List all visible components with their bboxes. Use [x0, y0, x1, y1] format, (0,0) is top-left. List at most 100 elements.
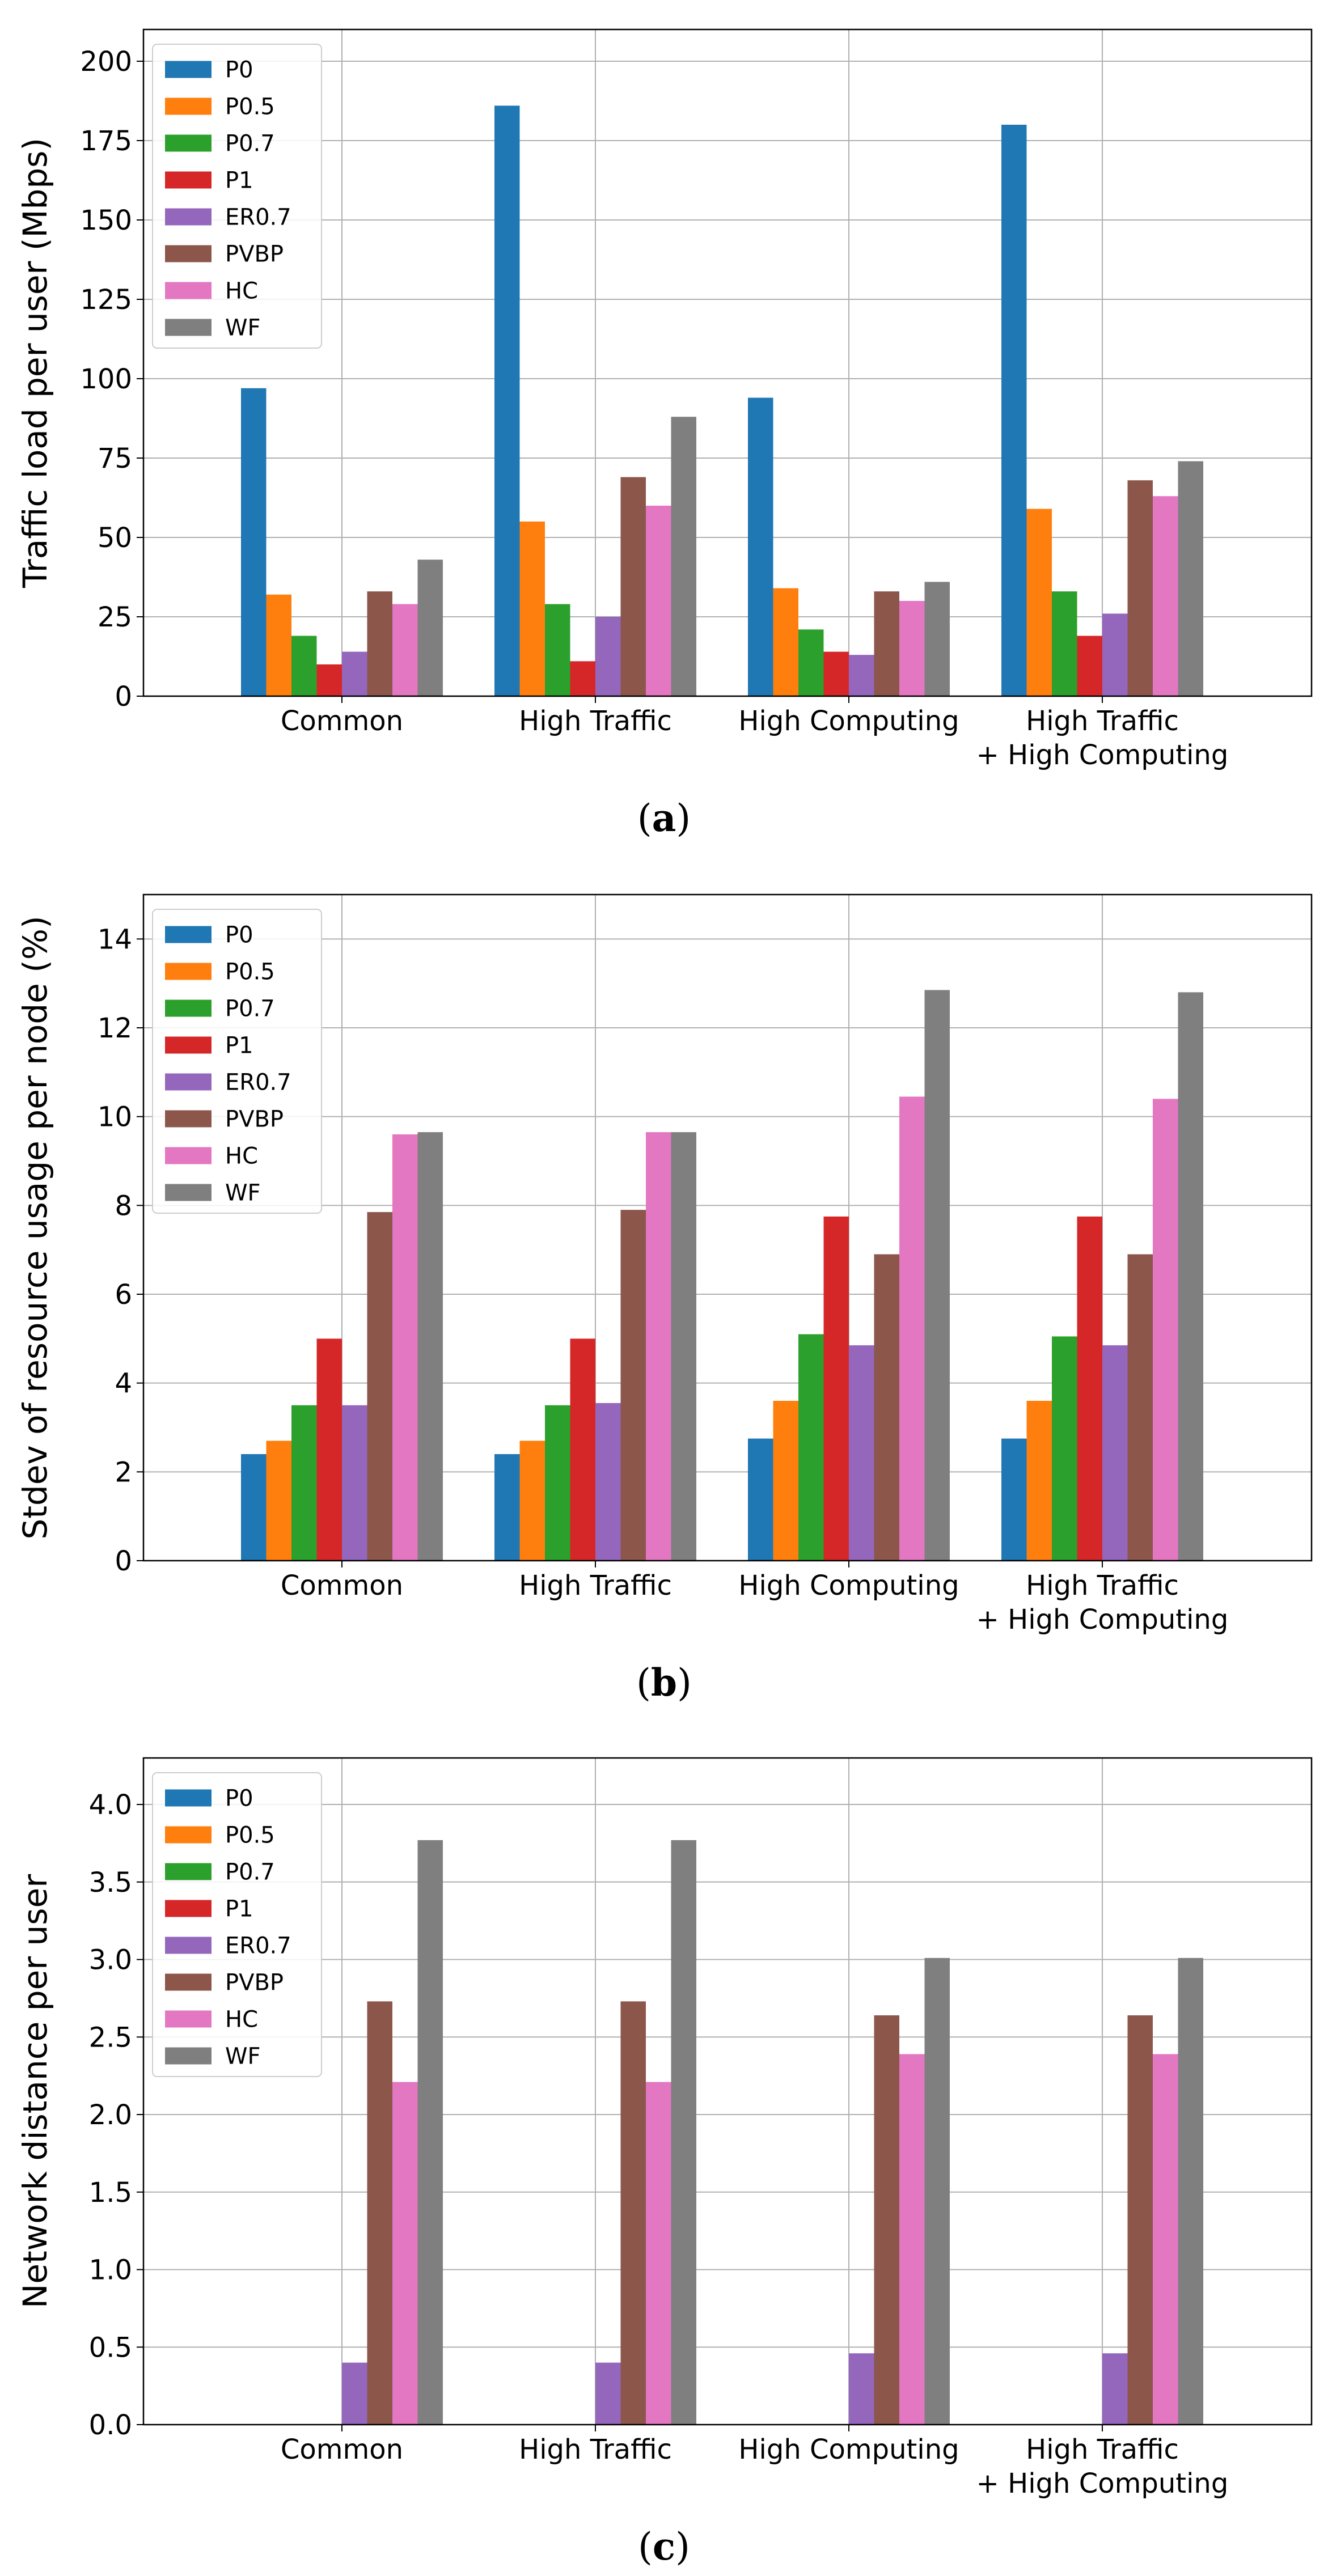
- bar-p05-1: [519, 1440, 545, 1561]
- y-tick-label: 2.5: [89, 2022, 132, 2053]
- bar-p1-0: [316, 1338, 342, 1561]
- bar-pvbp-2: [874, 1254, 899, 1561]
- bar-wf-0: [417, 1840, 443, 2425]
- legend-label: P0: [225, 1786, 253, 1812]
- bar-wf-1: [671, 417, 696, 696]
- bar-wf-0: [417, 1132, 443, 1561]
- legend-swatch: [165, 171, 212, 189]
- legend-label: P0.7: [225, 131, 275, 157]
- legend-label: P0: [225, 57, 253, 83]
- bar-hc-1: [646, 506, 671, 696]
- bar-hc-3: [1153, 496, 1178, 696]
- y-tick-label: 8: [115, 1190, 132, 1222]
- legend-label: P0.5: [225, 1823, 275, 1849]
- legend-label: HC: [225, 1143, 258, 1170]
- legend-swatch: [165, 1826, 212, 1844]
- bar-p0-1: [494, 1454, 520, 1561]
- bar-wf-2: [924, 990, 950, 1561]
- y-tick-label: 4: [115, 1368, 132, 1400]
- bar-er07-0: [342, 651, 367, 696]
- x-category-label: High Traffic: [1026, 2434, 1179, 2465]
- bar-hc-2: [899, 601, 925, 696]
- bar-hc-3: [1153, 1099, 1178, 1561]
- bar-er07-2: [849, 1345, 874, 1561]
- legend-swatch: [165, 1863, 212, 1880]
- bar-p0-2: [748, 397, 773, 696]
- legend-swatch: [165, 319, 212, 336]
- bar-p07-3: [1052, 1336, 1077, 1561]
- legend-label: WF: [225, 315, 261, 341]
- bar-wf-1: [671, 1132, 696, 1561]
- y-tick-label: 0: [115, 1545, 132, 1577]
- bar-p0-3: [1001, 1438, 1027, 1561]
- legend-swatch: [165, 1937, 212, 1954]
- legend-label: P1: [225, 1033, 253, 1059]
- x-category-label: High Traffic: [1026, 705, 1179, 737]
- bar-er07-2: [849, 2353, 874, 2425]
- legend-label: P1: [225, 168, 253, 194]
- y-tick-label: 0.5: [89, 2332, 132, 2363]
- y-axis-label: Network distance per user: [16, 1874, 54, 2308]
- bar-er07-0: [342, 2362, 367, 2425]
- x-category-label: + High Computing: [976, 1604, 1229, 1636]
- bar-pvbp-1: [620, 477, 646, 696]
- bar-wf-2: [924, 582, 950, 696]
- bar-p05-2: [773, 1401, 798, 1561]
- bar-p05-0: [266, 1440, 291, 1561]
- bar-p05-1: [519, 522, 545, 696]
- bar-p07-2: [798, 1334, 824, 1561]
- legend-label: PVBP: [225, 242, 284, 268]
- bar-p07-0: [291, 635, 317, 696]
- bar-wf-3: [1178, 461, 1203, 696]
- legend-label: P0: [225, 922, 253, 948]
- bar-p1-3: [1077, 1216, 1102, 1561]
- x-category-label: High Computing: [738, 2434, 959, 2465]
- legend-swatch: [165, 98, 212, 115]
- panel-a: 0 25 50 75 100 125 150 175 200 Common High Traffic…: [16, 28, 1313, 840]
- legend-swatch: [165, 2047, 212, 2065]
- legend-box: [152, 1772, 322, 2077]
- bar-p05-2: [773, 588, 798, 696]
- bar-er07-1: [595, 1403, 621, 1561]
- bar-hc-2: [899, 1096, 925, 1561]
- bar-er07-0: [342, 1405, 367, 1561]
- plot-frame: [142, 1757, 1313, 2426]
- legend-label: ER0.7: [225, 1070, 291, 1096]
- x-category-label: High Traffic: [519, 1570, 672, 1601]
- legend-swatch: [165, 134, 212, 152]
- bar-pvbp-3: [1127, 2015, 1153, 2425]
- y-tick-label: 175: [80, 125, 132, 157]
- bar-p1-1: [570, 661, 595, 696]
- legend-swatch: [165, 1789, 212, 1807]
- legend-label: P0.7: [225, 1859, 275, 1886]
- bar-p0-0: [241, 388, 267, 696]
- y-tick-label: 25: [98, 601, 132, 633]
- legend-swatch: [165, 999, 212, 1017]
- legend-label: WF: [225, 2044, 261, 2070]
- legend-label: P0.7: [225, 996, 275, 1022]
- bar-p05-3: [1026, 1401, 1052, 1561]
- y-tick-label: 75: [98, 443, 132, 474]
- y-tick-label: 1.5: [89, 2177, 132, 2209]
- legend-label: ER0.7: [225, 1933, 291, 1959]
- bar-hc-0: [392, 604, 418, 696]
- bar-hc-3: [1153, 2054, 1178, 2425]
- legend-swatch: [165, 208, 212, 226]
- legend-label: P0.5: [225, 959, 275, 985]
- y-tick-label: 200: [80, 46, 132, 78]
- panel-caption-letter: a: [652, 796, 676, 840]
- bar-pvbp-3: [1127, 480, 1153, 696]
- y-axis-label: Stdev of resource usage per node (%): [16, 916, 54, 1539]
- bar-pvbp-0: [367, 591, 392, 696]
- legend-swatch: [165, 1900, 212, 1917]
- bar-pvbp-2: [874, 2015, 899, 2425]
- legend-swatch: [165, 926, 212, 943]
- legend-swatch: [165, 1110, 212, 1128]
- legend: P0 P0.5 P0.7 P1 ER0.7 PVBP HC WF: [152, 1772, 322, 2077]
- bar-hc-1: [646, 1132, 671, 1561]
- bar-pvbp-3: [1127, 1254, 1153, 1561]
- x-category-label: + High Computing: [976, 739, 1229, 771]
- bar-p1-1: [570, 1338, 595, 1561]
- bar-p0-2: [748, 1438, 773, 1561]
